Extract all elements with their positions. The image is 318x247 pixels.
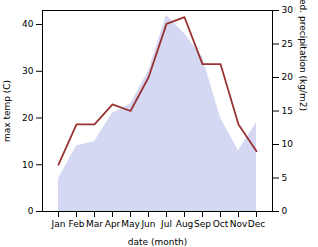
svg-text:30: 30 [22, 66, 34, 76]
svg-text:med. precipitation (kg/m2): med. precipitation (kg/m2) [298, 0, 308, 111]
svg-text:Sep: Sep [194, 219, 211, 229]
svg-text:15: 15 [282, 106, 293, 116]
svg-text:0: 0 [28, 206, 34, 216]
svg-text:10: 10 [282, 139, 294, 149]
svg-text:May: May [121, 219, 140, 229]
svg-text:Jun: Jun [140, 219, 155, 229]
svg-text:Apr: Apr [105, 219, 121, 229]
svg-text:25: 25 [282, 39, 293, 49]
svg-text:Dec: Dec [248, 219, 265, 229]
svg-text:Mar: Mar [86, 219, 103, 229]
svg-text:20: 20 [282, 72, 294, 82]
svg-text:40: 40 [22, 19, 34, 29]
svg-text:Jan: Jan [51, 219, 66, 229]
svg-text:Nov: Nov [230, 219, 248, 229]
svg-text:Oct: Oct [213, 219, 229, 229]
svg-text:Jul: Jul [160, 219, 172, 229]
svg-text:Feb: Feb [69, 219, 85, 229]
svg-text:5: 5 [282, 173, 288, 183]
svg-text:10: 10 [22, 160, 34, 170]
svg-text:Aug: Aug [176, 219, 194, 229]
svg-text:date (month): date (month) [128, 237, 187, 247]
svg-text:20: 20 [22, 113, 34, 123]
svg-text:max temp (C): max temp (C) [2, 80, 12, 142]
svg-text:30: 30 [282, 5, 294, 15]
svg-text:0: 0 [282, 206, 288, 216]
